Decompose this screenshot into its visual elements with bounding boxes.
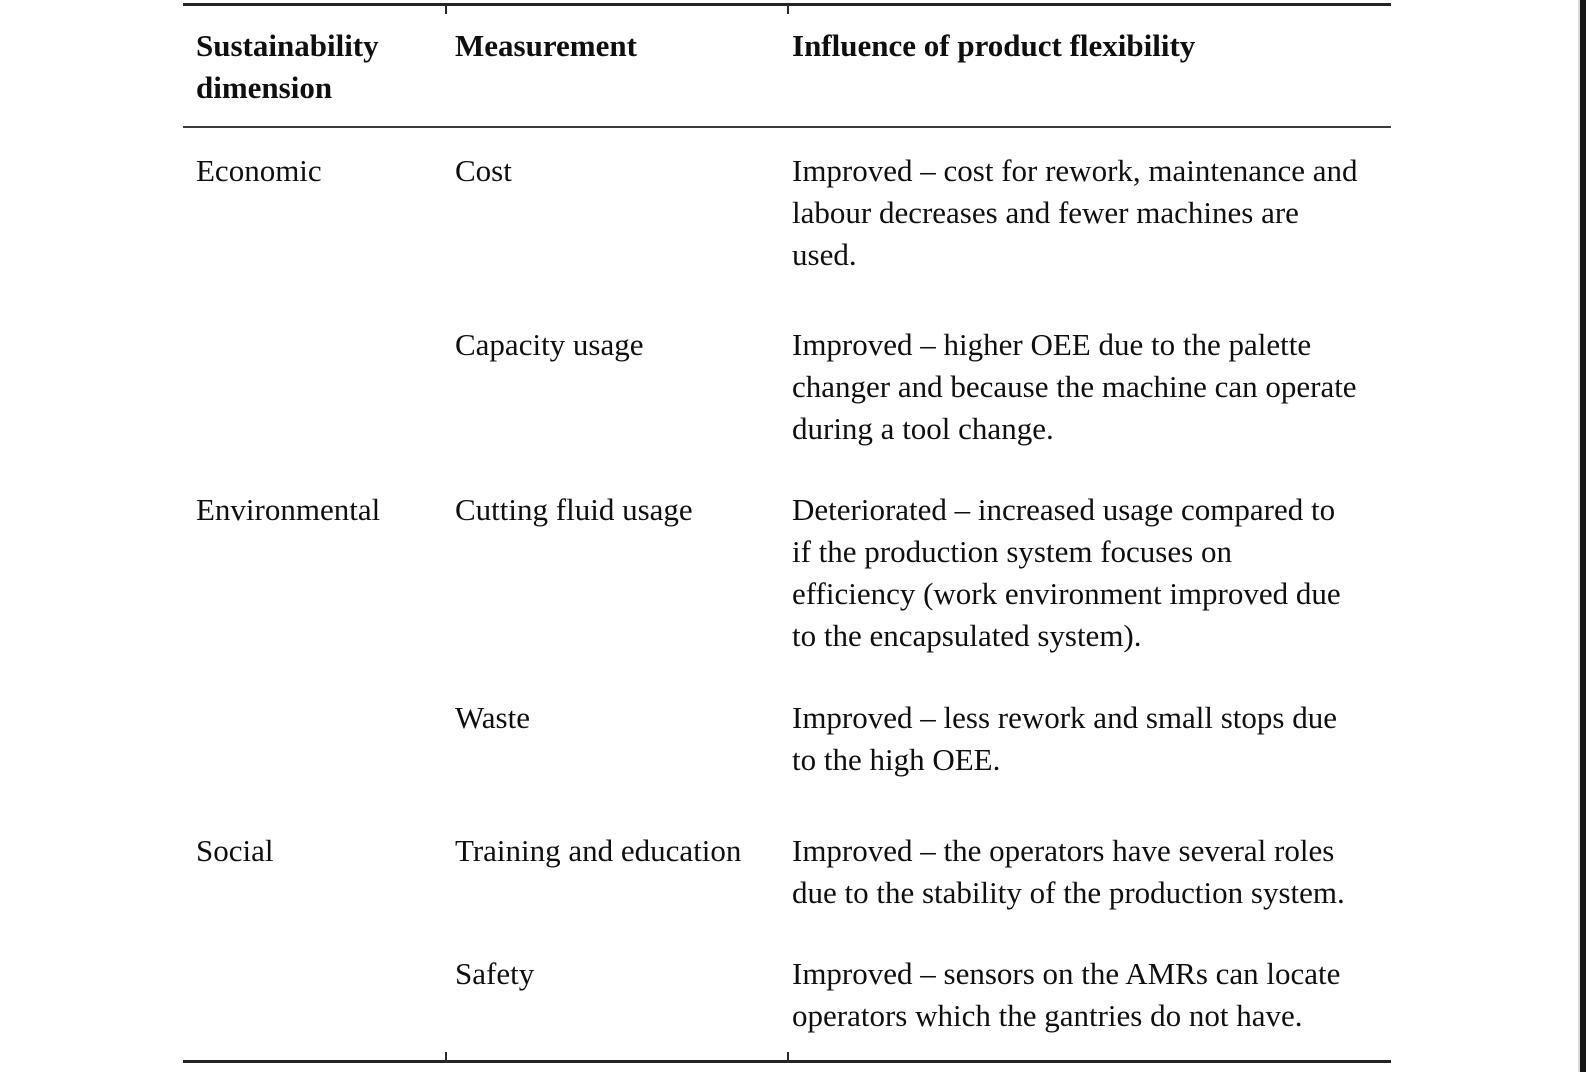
table-body: Economic Cost Improved – cost for rework…: [183, 127, 1391, 1062]
table-row: Waste Improved – less rework and small s…: [183, 675, 1391, 808]
table-row: Safety Improved – sensors on the AMRs ca…: [183, 931, 1391, 1062]
cell-influence: Improved – sensors on the AMRs can locat…: [792, 955, 1341, 1033]
header-sustainability-dimension: Sustainability dimension: [183, 4, 445, 128]
cell-measurement: Cost: [455, 152, 512, 188]
cell-measurement: Training and education: [455, 832, 742, 868]
header-measurement: Measurement: [445, 4, 787, 128]
cell-influence: Improved – less rework and small stops d…: [792, 699, 1337, 777]
cell-dimension: [183, 675, 445, 808]
cell-measurement: Cutting fluid usage: [455, 491, 693, 527]
cell-influence: Deteriorated – increased usage compared …: [792, 491, 1341, 653]
cell-influence: Improved – higher OEE due to the palette…: [792, 326, 1357, 446]
column-divider-tick: [787, 3, 789, 14]
cell-dimension: [183, 931, 445, 1062]
cell-dimension: Social: [196, 832, 274, 868]
cell-dimension: Environmental: [196, 491, 381, 527]
cell-dimension: Economic: [196, 152, 322, 188]
sustainability-table: Sustainability dimension Measurement Inf…: [183, 3, 1391, 1063]
cell-influence: Improved – cost for rework, maintenance …: [792, 152, 1358, 272]
table: Sustainability dimension Measurement Inf…: [183, 3, 1391, 1063]
cell-measurement: Waste: [455, 699, 530, 735]
cell-influence: Improved – the operators have several ro…: [792, 832, 1345, 910]
header-row: Sustainability dimension Measurement Inf…: [183, 4, 1391, 128]
header-influence: Influence of product flexibility: [787, 4, 1391, 128]
viewer-edge-strip: [1578, 0, 1586, 1072]
column-divider-tick: [445, 3, 447, 14]
cell-measurement: Capacity usage: [455, 326, 644, 362]
table-row: Capacity usage Improved – higher OEE due…: [183, 302, 1391, 467]
table-row: Social Training and education Improved –…: [183, 808, 1391, 931]
table-header: Sustainability dimension Measurement Inf…: [183, 4, 1391, 128]
table-row: Economic Cost Improved – cost for rework…: [183, 127, 1391, 302]
table-row: Environmental Cutting fluid usage Deteri…: [183, 467, 1391, 675]
cell-dimension: [183, 302, 445, 467]
column-divider-tick: [445, 1052, 447, 1063]
cell-measurement: Safety: [455, 955, 535, 991]
column-divider-tick: [787, 1052, 789, 1063]
